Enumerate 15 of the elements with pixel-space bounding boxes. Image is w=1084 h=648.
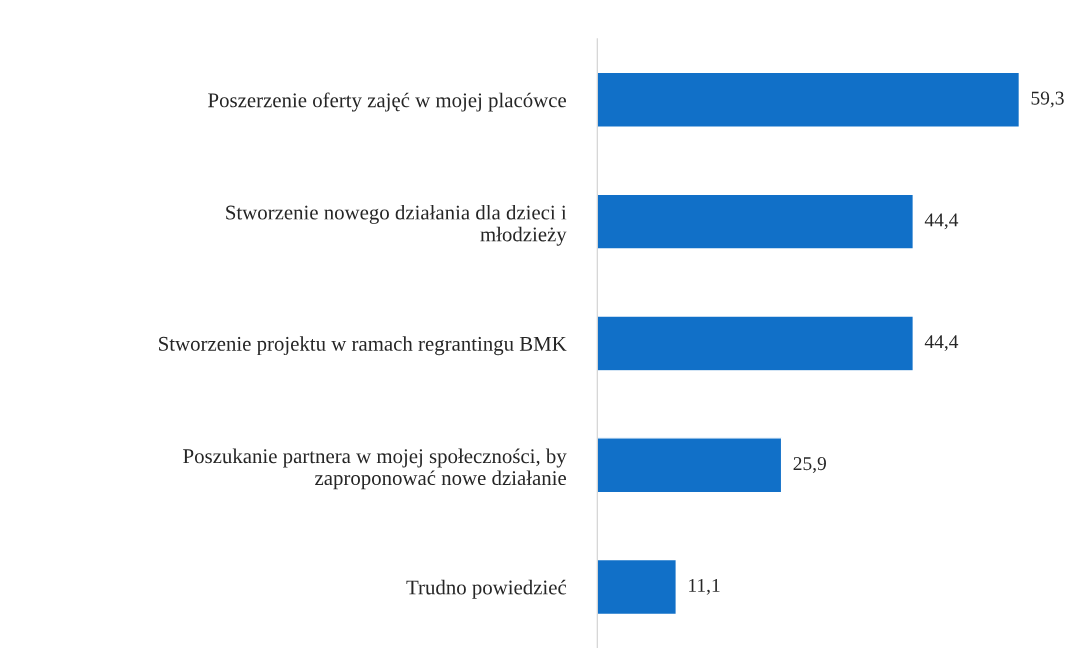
y-tick-label: Poszerzenie oferty zajęć w mojej placówce <box>208 92 566 112</box>
bar <box>597 315 915 372</box>
data-label: 25,9 <box>793 457 826 473</box>
data-label: 11,1 <box>689 578 720 595</box>
y-tick-label: Trudno powiedzieć <box>406 579 567 599</box>
y-tick-label: Stworzenie nowego działania dla dzieci i młodzieży <box>226 204 567 246</box>
bar <box>597 558 677 616</box>
y-tick-label: Stworzenie projektu w ramach regrantingu BMK <box>159 336 567 356</box>
y-tick-label: Poszukanie partnera w mojej społeczności, by zaproponować nowe działanie <box>183 448 567 490</box>
data-label: 44,4 <box>924 213 959 230</box>
bar <box>597 71 1021 128</box>
data-label: 59,3 <box>1031 91 1064 108</box>
bar <box>597 193 915 250</box>
data-label: 44,4 <box>924 335 959 352</box>
bar <box>597 437 783 494</box>
